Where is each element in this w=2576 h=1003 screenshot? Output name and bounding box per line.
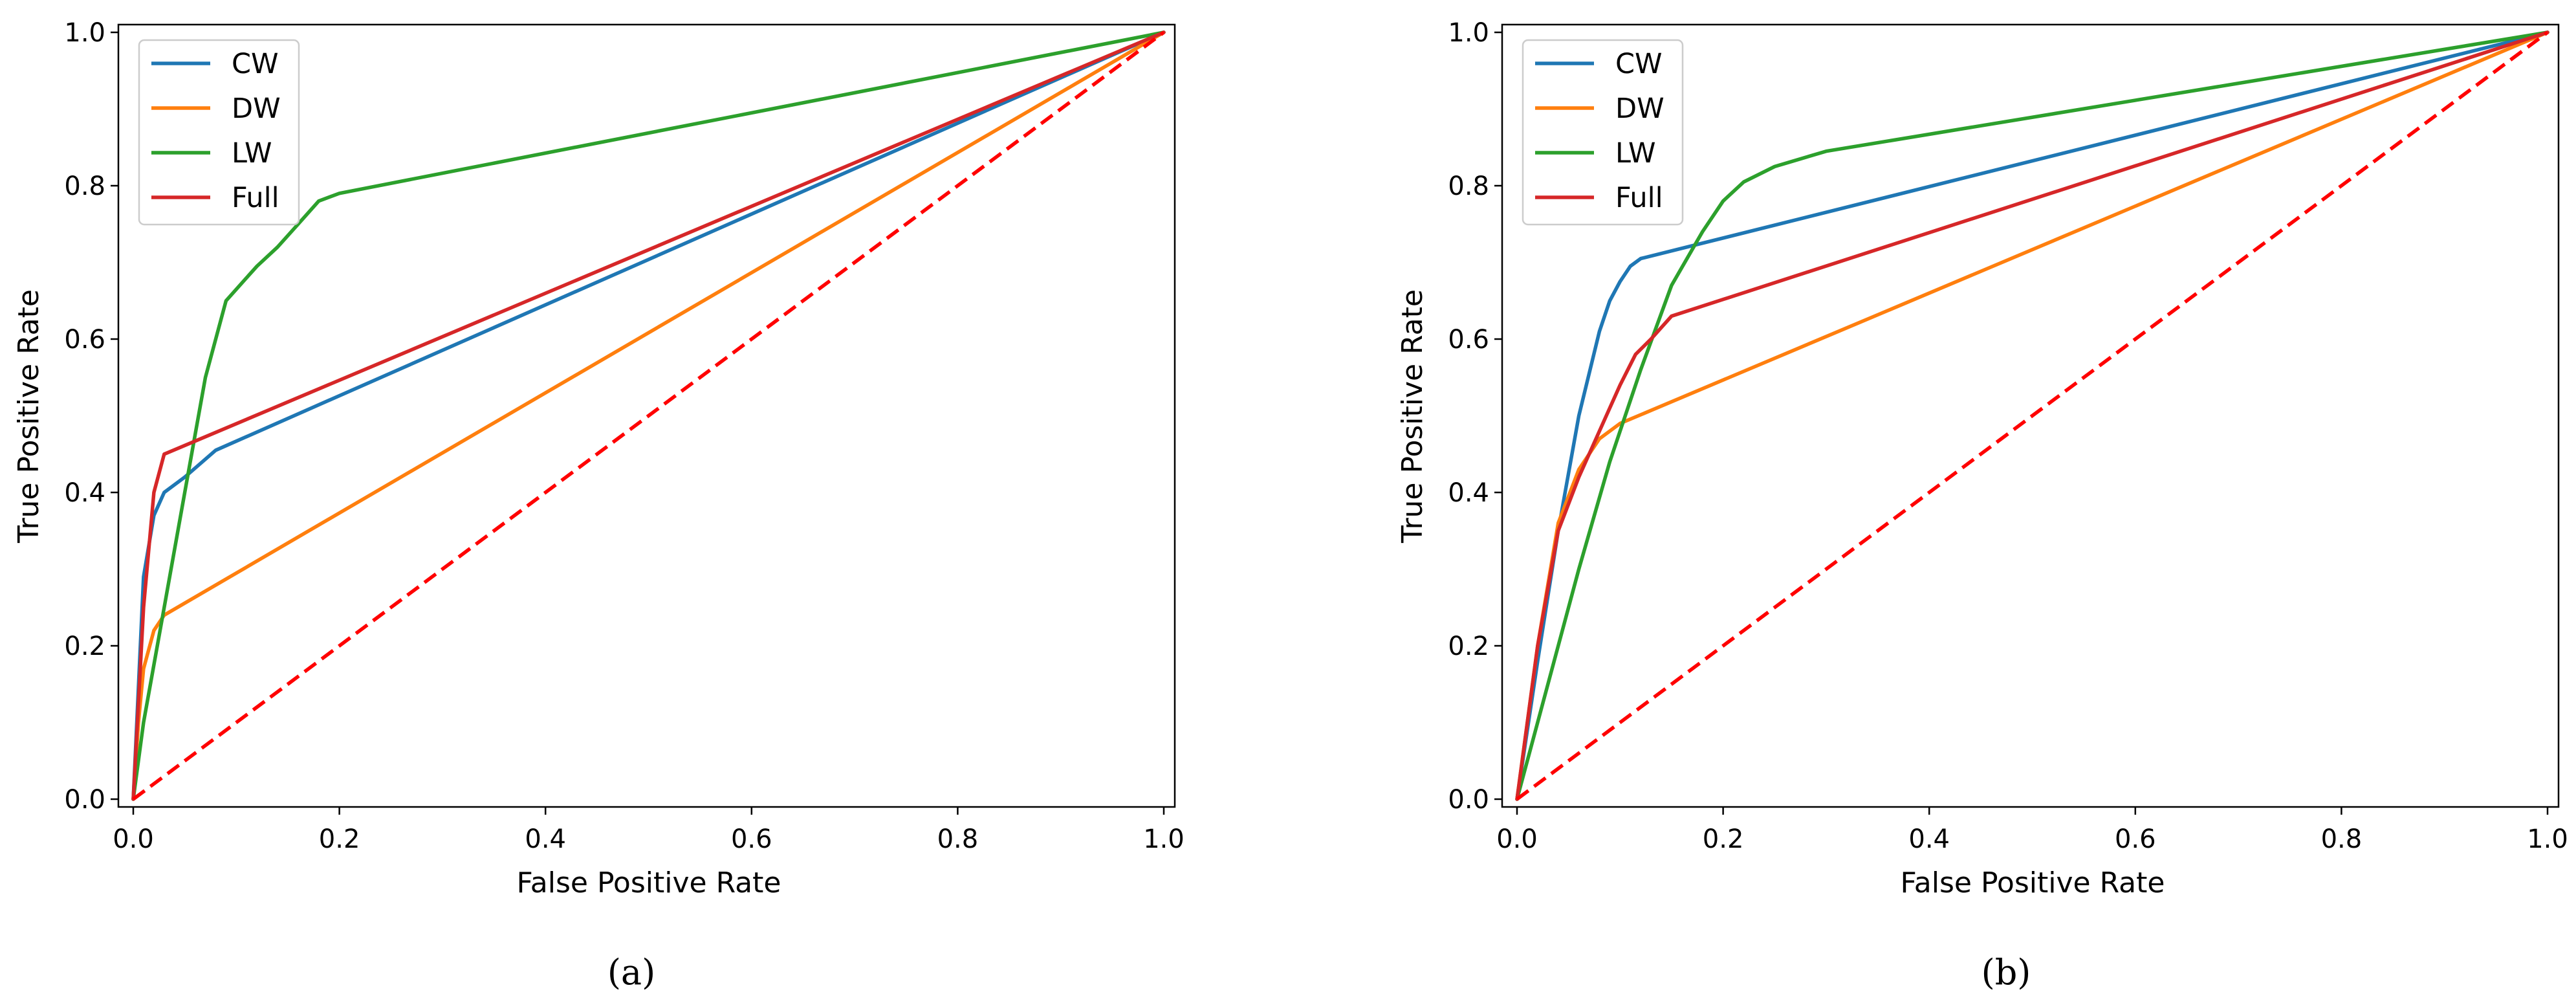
y-tick-label: 0.2: [1448, 632, 1489, 661]
legend-a: CW DW LW Full: [138, 39, 300, 226]
legend-label-dw: DW: [1615, 93, 1665, 125]
x-tick-label: 1.0: [2527, 824, 2568, 854]
y-tick-label: 1.0: [1448, 18, 1489, 48]
series-line-cw: [131, 30, 1166, 801]
panel-b: 0.0 0.2 0.4 0.6 0.8 1.0 0.0 0.2 0.4 0.6 …: [1396, 18, 2568, 993]
legend-box: [1522, 39, 1684, 226]
series-line-chance: [132, 30, 1165, 801]
legend-label-lw: LW: [1615, 137, 1656, 170]
legend-label-full: Full: [232, 182, 279, 214]
y-tick-label: 0.0: [64, 785, 105, 815]
caption-b: (b): [1981, 952, 2031, 993]
y-tick-label: 0.4: [64, 478, 105, 508]
x-tick-label: 0.0: [1496, 824, 1538, 854]
legend-label-dw: DW: [232, 93, 281, 125]
y-tick-label: 0.4: [1448, 478, 1489, 508]
x-ticks-a: 0.0 0.2 0.4 0.6 0.8 1.0: [113, 807, 1184, 854]
legend-b: CW DW LW Full: [1522, 39, 1684, 226]
x-tick-label: 0.6: [731, 824, 772, 854]
legend-label-cw: CW: [232, 48, 279, 80]
series-lines-a: [131, 30, 1166, 801]
x-tick-label: 0.2: [1703, 824, 1744, 854]
legend-box: [138, 39, 300, 226]
series-line-full: [131, 30, 1166, 801]
panel-a: 0.0 0.2 0.4 0.6 0.8 1.0 0.0 0.2 0.4 0.6 …: [12, 18, 1184, 993]
y-tick-label: 0.6: [64, 325, 105, 355]
x-tick-label: 0.8: [2321, 824, 2363, 854]
y-axis-label-a: True Positive Rate: [12, 289, 45, 544]
y-tick-label: 0.0: [1448, 785, 1489, 815]
legend-label-lw: LW: [232, 137, 272, 170]
x-tick-label: 0.2: [319, 824, 360, 854]
x-tick-label: 0.8: [937, 824, 979, 854]
y-axis-label-b: True Positive Rate: [1396, 289, 1429, 544]
x-tick-label: 0.6: [2115, 824, 2156, 854]
y-ticks-a: 0.0 0.2 0.4 0.6 0.8 1.0: [64, 18, 118, 815]
legend-label-cw: CW: [1615, 48, 1663, 80]
y-tick-label: 0.6: [1448, 325, 1489, 355]
series-line-chance: [1516, 30, 2549, 801]
y-tick-label: 0.8: [1448, 171, 1489, 201]
y-ticks-b: 0.0 0.2 0.4 0.6 0.8 1.0: [1448, 18, 1502, 815]
series-lines-b: [1515, 30, 2549, 801]
caption-a: (a): [607, 952, 655, 993]
x-ticks-b: 0.0 0.2 0.4 0.6 0.8 1.0: [1496, 807, 2568, 854]
series-line-lw: [131, 30, 1166, 801]
x-tick-label: 0.4: [1908, 824, 1950, 854]
x-tick-label: 1.0: [1143, 824, 1184, 854]
series-line-lw: [1515, 30, 2549, 801]
legend-label-full: Full: [1615, 182, 1663, 214]
y-tick-label: 1.0: [64, 18, 105, 48]
y-tick-label: 0.8: [64, 171, 105, 201]
series-line-full: [1515, 30, 2549, 801]
x-tick-label: 0.4: [525, 824, 566, 854]
x-tick-label: 0.0: [113, 824, 154, 854]
x-axis-label-a: False Positive Rate: [517, 866, 781, 899]
y-tick-label: 0.2: [64, 632, 105, 661]
x-axis-label-b: False Positive Rate: [1901, 866, 2165, 899]
